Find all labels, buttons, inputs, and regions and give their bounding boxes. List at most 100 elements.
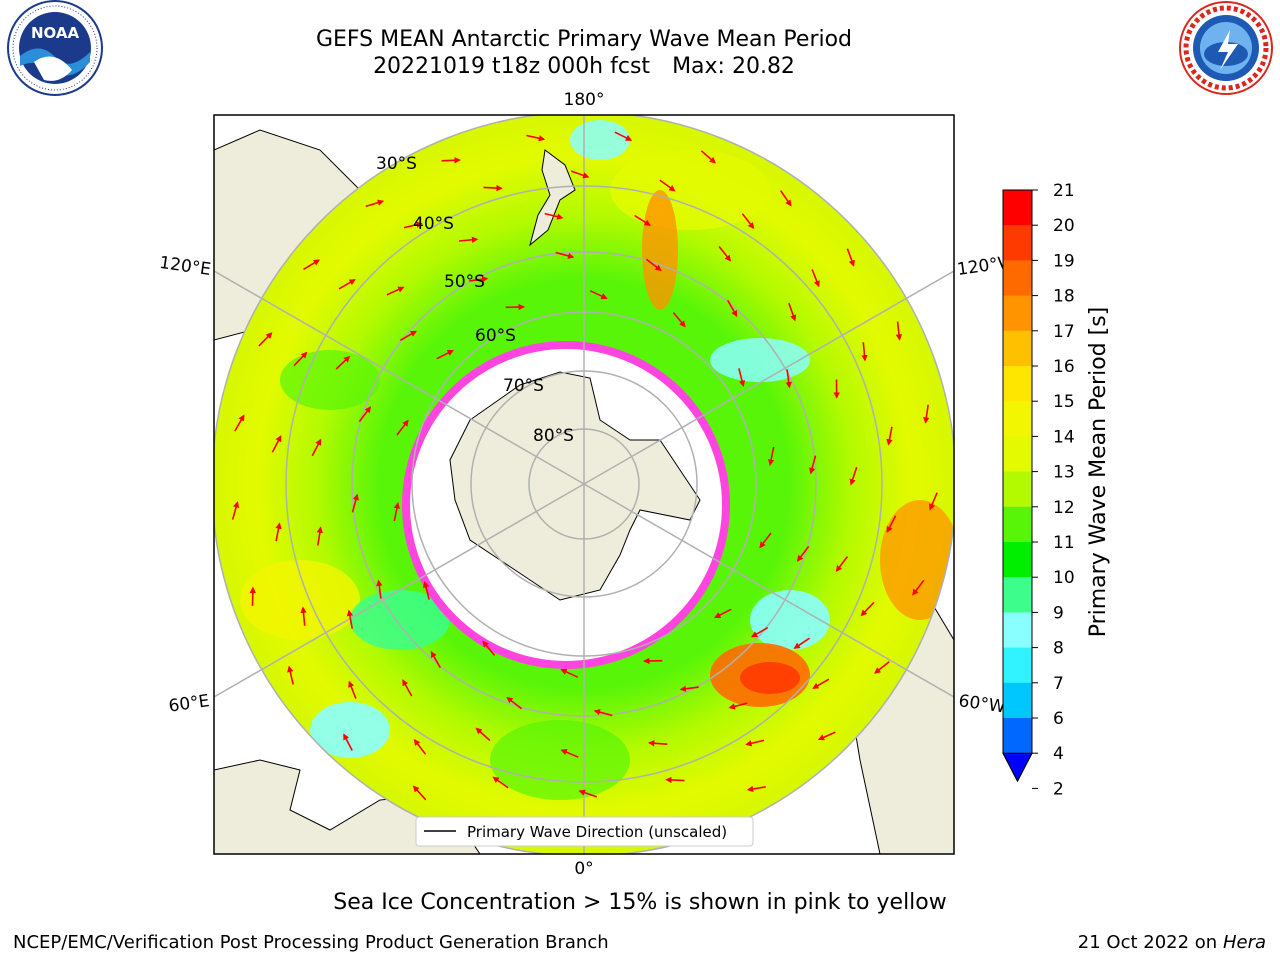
wave-arrow — [812, 678, 830, 689]
wave-arrow — [555, 251, 575, 259]
lat-label-40s: 40°S — [413, 214, 454, 234]
wave-arrow — [358, 406, 372, 423]
wave-arrow — [912, 579, 925, 596]
colorbar-segment — [1003, 190, 1032, 226]
footer-host: Hera — [1222, 932, 1266, 953]
wave-arrow — [506, 696, 523, 710]
wave-arrow — [275, 522, 282, 542]
land-antarctica — [449, 371, 701, 601]
wave-arrow — [793, 637, 810, 649]
legend-label: Primary Wave Direction (unscaled) — [467, 823, 727, 841]
colorbar-tick-label: 20 — [1053, 216, 1075, 236]
colorbar-segment — [1003, 436, 1032, 473]
wave-arrow — [811, 269, 820, 288]
lat-label-50s: 50°S — [444, 272, 485, 292]
wave-arrow — [458, 236, 479, 243]
colorbar-tick-label: 12 — [1053, 498, 1075, 518]
wave-arrow — [665, 776, 685, 784]
wave-arrow — [293, 351, 308, 367]
wave-arrow — [258, 332, 273, 347]
colorbar-tick-label: 10 — [1053, 568, 1075, 588]
wave-arrow — [929, 492, 938, 511]
wave-direction-arrows — [231, 131, 938, 838]
colorbar-segment — [1003, 682, 1032, 719]
colorbar-segment — [1003, 718, 1032, 754]
wave-arrow — [741, 213, 755, 230]
colorbar-segment — [1003, 366, 1032, 402]
wave-arrow — [483, 184, 503, 192]
colorbar-segment — [1003, 506, 1032, 543]
wave-arrow — [634, 214, 651, 226]
wave-arrow — [403, 221, 423, 229]
colorbar-segment — [1003, 647, 1032, 684]
wave-arrow — [923, 404, 930, 424]
wave-arrow — [614, 131, 633, 141]
wave-arrow — [234, 414, 245, 432]
lon-label-60e: 60°E — [167, 691, 210, 716]
wave-arrow — [767, 446, 775, 466]
wave-arrow — [679, 685, 699, 692]
wave-arrow — [728, 702, 748, 710]
wave-arrow — [817, 731, 836, 741]
wave-arrow — [441, 157, 461, 164]
footer-date-text: 21 Oct 2022 on — [1077, 932, 1223, 953]
footer-credit: NCEP/EMC/Verification Post Processing Pr… — [13, 932, 609, 953]
wave-arrow — [482, 640, 496, 656]
wave-arrow — [648, 740, 668, 747]
colorbar-segment — [1003, 295, 1032, 332]
land-africa — [214, 759, 481, 854]
wave-arrow — [560, 749, 579, 758]
wave-arrow — [271, 435, 282, 453]
lon-label-120e: 120°E — [158, 253, 212, 280]
wave-arrow — [779, 190, 792, 207]
wave-arrow — [396, 419, 409, 436]
wave-arrow — [672, 312, 686, 328]
wave-arrow — [759, 532, 772, 549]
wave-arrow — [346, 609, 354, 629]
chart-subtitle: 20221019 t18z 000h fcst Max: 20.82 — [0, 54, 1168, 80]
wave-arrow — [645, 258, 662, 272]
colorbar-segment — [1003, 577, 1032, 613]
wave-arrow — [809, 455, 817, 475]
wave-arrow — [335, 355, 351, 370]
wave-arrow — [469, 276, 489, 283]
wave-arrow — [436, 349, 454, 360]
wave-arrow — [589, 290, 608, 300]
caption: Sea Ice Concentration > 15% is shown in … — [333, 890, 947, 915]
wave-arrow — [860, 601, 875, 617]
colorbar-segment — [1003, 471, 1032, 508]
colorbar-tick-label: 16 — [1053, 357, 1075, 377]
wave-arrow — [886, 515, 897, 533]
colorbar-extend-arrow — [1002, 752, 1033, 783]
colorbar-tick-label: 11 — [1053, 533, 1075, 553]
colorbar: 21 20 19 18 17 16 15 14 13 12 11 10 9 8 7 6 4 2 — [1002, 181, 1075, 799]
colorbar-segment — [1003, 260, 1032, 297]
wave-arrow — [849, 466, 858, 486]
wave-arrow — [796, 545, 810, 562]
colorbar-tick-label: 13 — [1053, 463, 1075, 483]
footer-date: 21 Oct 2022 on Hera — [1078, 932, 1266, 953]
colorbar-frame — [1002, 189, 1033, 783]
wave-arrow — [351, 493, 359, 513]
title-max: Max: 20.82 — [672, 54, 795, 79]
wave-arrow — [303, 259, 320, 271]
colorbar-segment — [1003, 401, 1032, 437]
wave-arrow — [700, 150, 716, 164]
map-legend: Primary Wave Direction (unscaled) — [415, 816, 754, 847]
colorbar-tick-label: 21 — [1053, 181, 1075, 201]
wave-arrow — [874, 661, 890, 674]
wave-arrow — [492, 776, 509, 789]
colorbar-tick-label: 7 — [1053, 674, 1064, 694]
wave-arrow — [287, 665, 294, 685]
wave-arrow — [544, 212, 564, 220]
wave-arrow — [376, 579, 383, 599]
wave-arrow — [835, 556, 849, 573]
colorbar-tick-label: 15 — [1053, 392, 1075, 412]
title-date: 20221019 t18z 000h fcst — [373, 54, 651, 79]
noaa-logo: NOAA — [7, 0, 103, 96]
colorbar-tick-label: 6 — [1053, 709, 1064, 729]
nws-logo — [1179, 1, 1273, 95]
colorbar-segment — [1003, 330, 1032, 367]
colorbar-tick-label: 2 — [1053, 779, 1064, 799]
land-new-zealand — [529, 149, 576, 247]
